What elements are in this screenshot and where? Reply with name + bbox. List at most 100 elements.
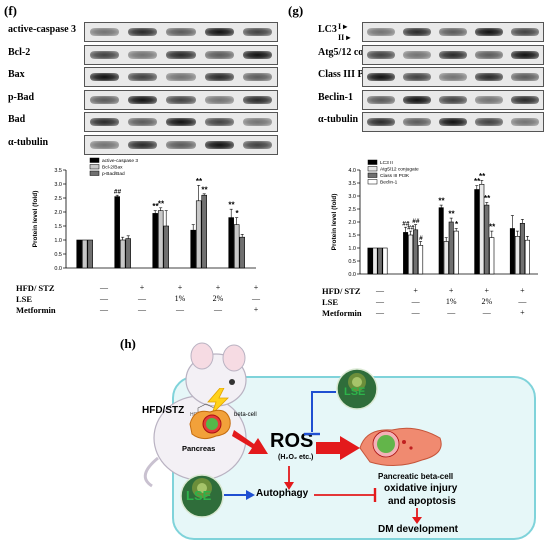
blot-band (511, 50, 539, 59)
bar (239, 236, 245, 269)
y-tick-label: 2.5 (54, 196, 62, 202)
condition-value: — (214, 305, 222, 314)
significance-mark: ** (448, 210, 455, 219)
bar (87, 239, 93, 269)
pancreas-icon (189, 409, 231, 440)
condition-value: — (100, 305, 108, 314)
blot-strip (362, 22, 544, 42)
ros-label: ROS (270, 430, 314, 452)
panel-h-letter: (h) (120, 336, 136, 351)
condition-value: — (376, 286, 384, 295)
bar (413, 229, 419, 275)
bar (524, 239, 530, 275)
blot-strip (362, 67, 544, 87)
blot-band (511, 118, 539, 126)
blot-band (204, 73, 234, 81)
y-tick-label: 1.0 (348, 246, 356, 252)
significance-mark: ** (484, 194, 491, 203)
bar (81, 239, 88, 269)
blot-band (166, 50, 196, 59)
significance-mark: ## (402, 221, 410, 228)
y-tick-label: 0.5 (348, 259, 356, 265)
blot-label: Bax (8, 69, 25, 80)
condition-value: — (482, 308, 491, 317)
panel-g-letter: (g) (288, 3, 304, 18)
legend-label: Bcl-2/Bax (102, 165, 123, 171)
blot-strip (362, 44, 544, 65)
blot-band (403, 50, 431, 59)
blot-band (475, 73, 503, 81)
condition-value: + (520, 308, 525, 317)
autophagy-label: Autophagy (256, 488, 309, 499)
arrow-ros-to-injury (316, 436, 360, 460)
lse-bottom-icon (180, 474, 224, 518)
bar (514, 236, 520, 275)
y-tick-label: 3.5 (348, 181, 356, 187)
lc3-band-marker: II ▸ (338, 33, 351, 42)
blot-band (166, 118, 196, 126)
blot-band (439, 95, 467, 104)
blot-band (511, 28, 539, 36)
blot-label: LC3 (318, 24, 337, 35)
blot-band (475, 28, 503, 36)
condition-value: + (520, 286, 525, 295)
legend-swatch (89, 170, 100, 176)
bar (233, 224, 240, 269)
lightning-icon (207, 388, 229, 414)
bar (125, 238, 131, 269)
outcome-line3: and apoptosis (388, 496, 456, 507)
blot-band (128, 95, 158, 104)
condition-label: LSE (16, 294, 33, 304)
legend-label: active-caspase 3 (102, 158, 138, 164)
blot-band (166, 73, 196, 81)
svg-text:HO: HO (190, 412, 198, 418)
bar (438, 207, 444, 275)
ros-subtitle: (H₂O₂ etc.) (278, 454, 314, 461)
blot-band (89, 140, 119, 149)
significance-mark: ## (407, 225, 415, 232)
legend-swatch (367, 179, 378, 185)
significance-mark: ** (158, 199, 165, 208)
condition-label: LSE (322, 297, 339, 307)
bar (157, 210, 164, 269)
blot-strip (362, 112, 544, 132)
condition-label: HFD/ STZ (322, 286, 361, 296)
bar (114, 196, 120, 269)
legend-swatch (89, 164, 100, 170)
condition-value: — (411, 308, 420, 317)
dm-development-label: DM development (378, 524, 459, 535)
blot-band (475, 95, 503, 104)
bar (76, 239, 82, 269)
condition-value: — (518, 297, 527, 306)
condition-value: + (413, 286, 418, 295)
pancreas-label: Pancreas (182, 444, 216, 453)
mechanism-diagram: HO HFD/STZ beta-cell Pancreas ROS (H₂O₂ … (120, 332, 538, 544)
significance-mark: ** (152, 202, 159, 211)
condition-value: + (215, 283, 221, 292)
blot-band (367, 73, 395, 81)
condition-value: + (253, 305, 259, 314)
inhibit-ros-line (304, 391, 336, 436)
condition-value: 1% (445, 297, 457, 306)
blot-band (204, 118, 234, 126)
y-tick-label: 2.0 (348, 220, 356, 226)
blot-band (243, 118, 273, 126)
blot-band (367, 118, 395, 126)
condition-value: — (100, 283, 108, 292)
blot-band (128, 50, 158, 59)
condition-value: + (139, 283, 145, 292)
blot-band (403, 95, 431, 104)
blot-strip (84, 89, 278, 110)
bar (163, 225, 169, 269)
bar (418, 245, 424, 275)
blot-band (439, 118, 467, 126)
legend-swatch (367, 159, 378, 165)
blot-label: Atg5/12 conjugate (318, 46, 396, 58)
condition-value: — (252, 294, 260, 303)
legend-label: p-Bad/Bad (102, 171, 125, 177)
condition-value: — (138, 305, 146, 314)
blot-band (128, 73, 158, 81)
hfd-stz-label: HFD/STZ (142, 405, 185, 416)
blot-band (439, 28, 467, 36)
panel-g-chart: 0.0 0.5 1.0 1.5 2.0 2.5 3.0 3.5 4.0 Protein level… (331, 159, 538, 278)
